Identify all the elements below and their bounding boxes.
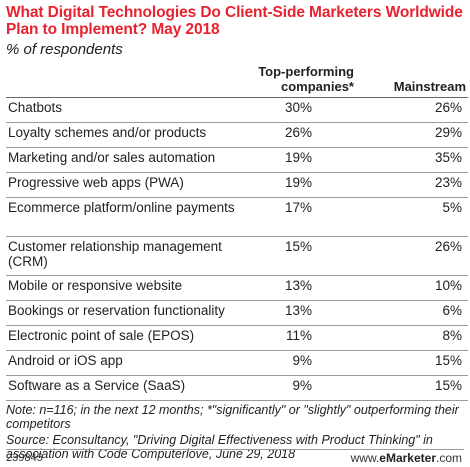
chart-subtitle: % of respondents [6,41,123,58]
table-header-row: Top-performing companies* Mainstream [6,64,468,98]
data-table: Top-performing companies* Mainstream Cha… [6,64,468,401]
value-mainstream: 35% [434,150,462,165]
row-label: Mobile or responsive website [8,278,183,293]
chart-id: 239845 [6,452,43,464]
chart-footer: 239845 www.eMarketer.com [6,449,464,466]
table-row: Ecommerce platform/online payments 17% 5% [6,198,468,237]
header-label-column [6,64,238,98]
brand-prefix: www. [350,451,380,465]
row-label: Customer relationship management (CRM) [8,239,222,269]
column-header-mainstream: Mainstream [393,79,466,94]
table-row: Mobile or responsive website 13% 10% [6,276,468,301]
brand-name: eMarketer [379,451,436,465]
value-top-performing: 9% [292,378,312,393]
value-mainstream: 8% [442,328,462,343]
value-top-performing: 26% [284,125,312,140]
brand-suffix: .com [435,451,462,465]
value-top-performing: 19% [284,150,312,165]
row-label: Marketing and/or sales automation [8,150,216,165]
row-label: Android or iOS app [8,353,123,368]
table-row: Customer relationship management (CRM) 15… [6,237,468,276]
row-label: Loyalty schemes and/or products [8,125,207,140]
row-label: Electronic point of sale (EPOS) [8,328,195,343]
table-row: Loyalty schemes and/or products 26% 29% [6,123,468,148]
value-mainstream: 10% [434,278,462,293]
value-top-performing: 13% [284,303,312,318]
row-label: Chatbots [8,100,63,115]
value-mainstream: 15% [434,378,462,393]
value-top-performing: 11% [285,328,312,343]
value-mainstream: 29% [434,125,462,140]
table-row: Android or iOS app 9% 15% [6,351,468,376]
value-top-performing: 15% [284,239,312,254]
value-top-performing: 19% [284,175,312,190]
value-top-performing: 17% [284,200,312,215]
row-label: Software as a Service (SaaS) [8,378,186,393]
row-label: Bookings or reservation functionality [8,303,225,318]
chart-source: Source: Econsultancy, "Driving Digital E… [6,433,433,461]
row-label: Ecommerce platform/online payments [8,200,235,215]
value-mainstream: 15% [434,353,462,368]
table-row: Software as a Service (SaaS) 9% 15% [6,376,468,401]
table-body: Chatbots 30% 26% Loyalty schemes and/or pro… [6,98,468,401]
column-header-top-performing: Top-performing companies* [258,64,354,94]
value-mainstream: 5% [442,200,462,215]
table-row: Progressive web apps (PWA) 19% 23% [6,173,468,198]
value-mainstream: 26% [434,100,462,115]
table-row: Bookings or reservation functionality 13%… [6,301,468,326]
value-top-performing: 30% [284,100,312,115]
table-row: Electronic point of sale (EPOS) 11% 8% [6,326,468,351]
value-mainstream: 6% [442,303,462,318]
chart-note: Note: n=116; in the next 12 months; *"si… [6,403,459,431]
chart-title: What Digital Technologies Do Client-Side… [6,4,463,38]
value-top-performing: 9% [292,353,312,368]
value-mainstream: 26% [434,239,462,254]
value-mainstream: 23% [434,175,462,190]
table-row: Chatbots 30% 26% [6,98,468,123]
table-row: Marketing and/or sales automation 19% 35% [6,148,468,173]
value-top-performing: 13% [284,278,312,293]
row-label: Progressive web apps (PWA) [8,175,184,190]
brand-logo: www.eMarketer.com [351,451,462,465]
